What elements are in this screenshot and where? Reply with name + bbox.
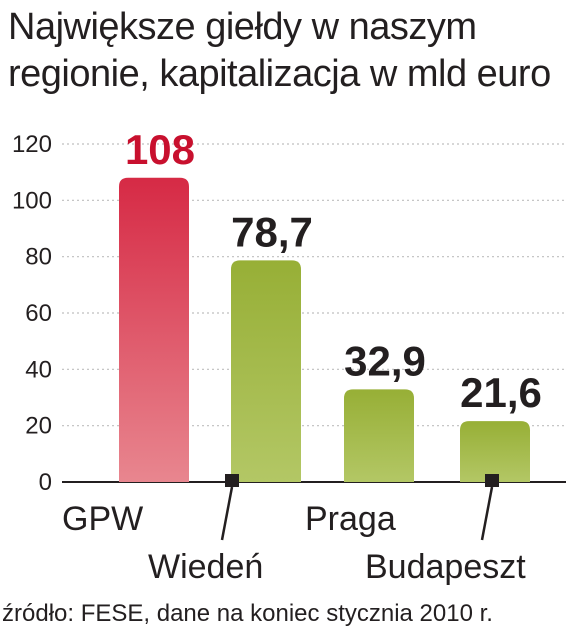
bar-wiedeń xyxy=(231,260,301,482)
y-tick-label: 120 xyxy=(12,131,52,158)
leader-line xyxy=(220,486,234,541)
title-line-1: Największe giełdy w naszym xyxy=(8,6,477,48)
value-label: 78,7 xyxy=(231,208,313,255)
bar-gpw xyxy=(119,177,189,483)
bar-budapeszt xyxy=(460,421,530,482)
value-label: 21,6 xyxy=(460,369,542,416)
y-tick-label: 0 xyxy=(39,469,52,496)
chart-title: Największe giełdy w naszym regionie, kap… xyxy=(8,4,551,98)
title-line-2: regionie, kapitalizacja w mld euro xyxy=(8,53,551,95)
y-tick-label: 100 xyxy=(12,187,52,214)
category-label: Budapeszt xyxy=(365,548,526,586)
bar-praga xyxy=(344,389,414,482)
leader-marker xyxy=(485,474,499,487)
y-tick-label: 80 xyxy=(25,244,52,271)
source-note: źródło: FESE, dane na koniec stycznia 20… xyxy=(2,600,493,627)
category-label: Wiedeń xyxy=(148,548,263,586)
y-tick-label: 60 xyxy=(25,300,52,327)
leader-line xyxy=(480,486,494,541)
category-label: GPW xyxy=(62,500,143,538)
category-label: Praga xyxy=(305,500,396,538)
leader-marker xyxy=(225,474,239,487)
value-label: 108 xyxy=(125,126,195,173)
value-label: 32,9 xyxy=(344,337,426,384)
bar-chart: 0 20 40 60 80 100 120 108 78,7 32,9 21,6 GPWWiedeń… xyxy=(12,126,566,586)
y-tick-label: 40 xyxy=(25,356,52,383)
y-tick-label: 20 xyxy=(25,413,52,440)
